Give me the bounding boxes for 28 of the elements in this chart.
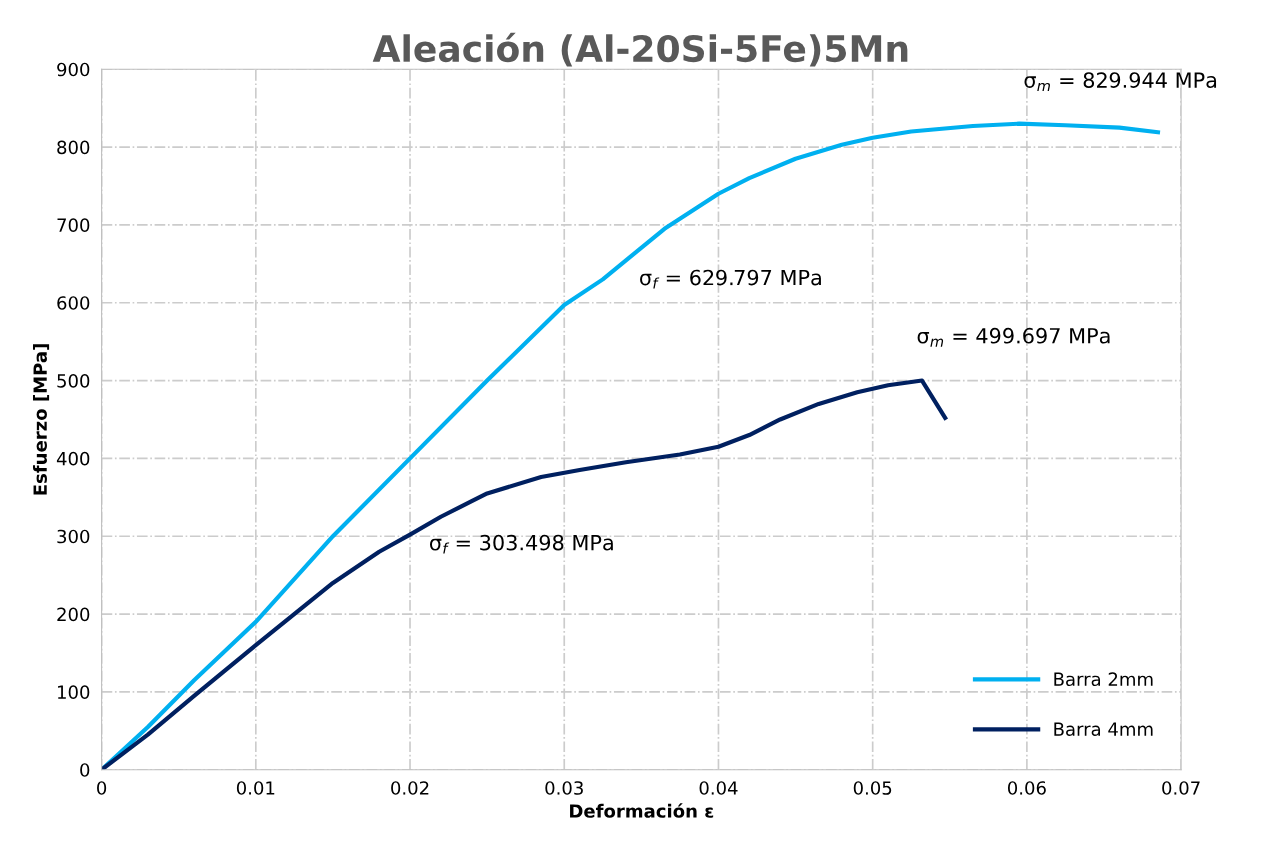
x-tick-label: 0.03 bbox=[545, 781, 583, 795]
x-tick-label: 0.04 bbox=[699, 781, 738, 795]
annotation: σ$_{m}$ = 829.944 MPa bbox=[1024, 72, 1217, 92]
annotation: σ$_{f}$ = 629.797 MPa bbox=[640, 269, 821, 289]
y-tick-label: 0 bbox=[80, 763, 90, 777]
chart-title: Aleación (Al-20Si-5Fe)5Mn bbox=[372, 32, 908, 67]
y-tick-label: 200 bbox=[57, 607, 90, 622]
y-tick-label: 300 bbox=[57, 529, 90, 544]
annotation: σ$_{m}$ = 499.697 MPa bbox=[917, 327, 1110, 347]
x-tick-label: 0.06 bbox=[1007, 781, 1046, 795]
x-tick-label: 0.02 bbox=[391, 781, 429, 795]
y-tick-label: 100 bbox=[58, 685, 90, 700]
x-axis-title: Deformación ε bbox=[570, 803, 714, 818]
y-tick-label: 900 bbox=[57, 62, 90, 77]
x-tick-label: 0.07 bbox=[1162, 781, 1200, 795]
x-tick-label: 0.01 bbox=[236, 781, 275, 795]
y-tick-label: 500 bbox=[57, 374, 90, 388]
line-series bbox=[101, 378, 948, 770]
annotation: σ$_{f}$ = 303.498 MPa bbox=[430, 534, 613, 554]
legend-label: Barra 4mm bbox=[1054, 722, 1153, 736]
y-tick-label: 800 bbox=[57, 140, 90, 155]
y-tick-label: 600 bbox=[57, 296, 90, 310]
y-axis-title: Esfuerzo [MPa] bbox=[33, 344, 50, 495]
y-tick-label: 700 bbox=[57, 218, 90, 232]
x-tick-label: 0.05 bbox=[853, 781, 892, 795]
legend-label: Barra 2mm bbox=[1054, 672, 1153, 686]
y-tick-label: 400 bbox=[56, 451, 90, 466]
x-tick-label: 0 bbox=[97, 781, 107, 795]
